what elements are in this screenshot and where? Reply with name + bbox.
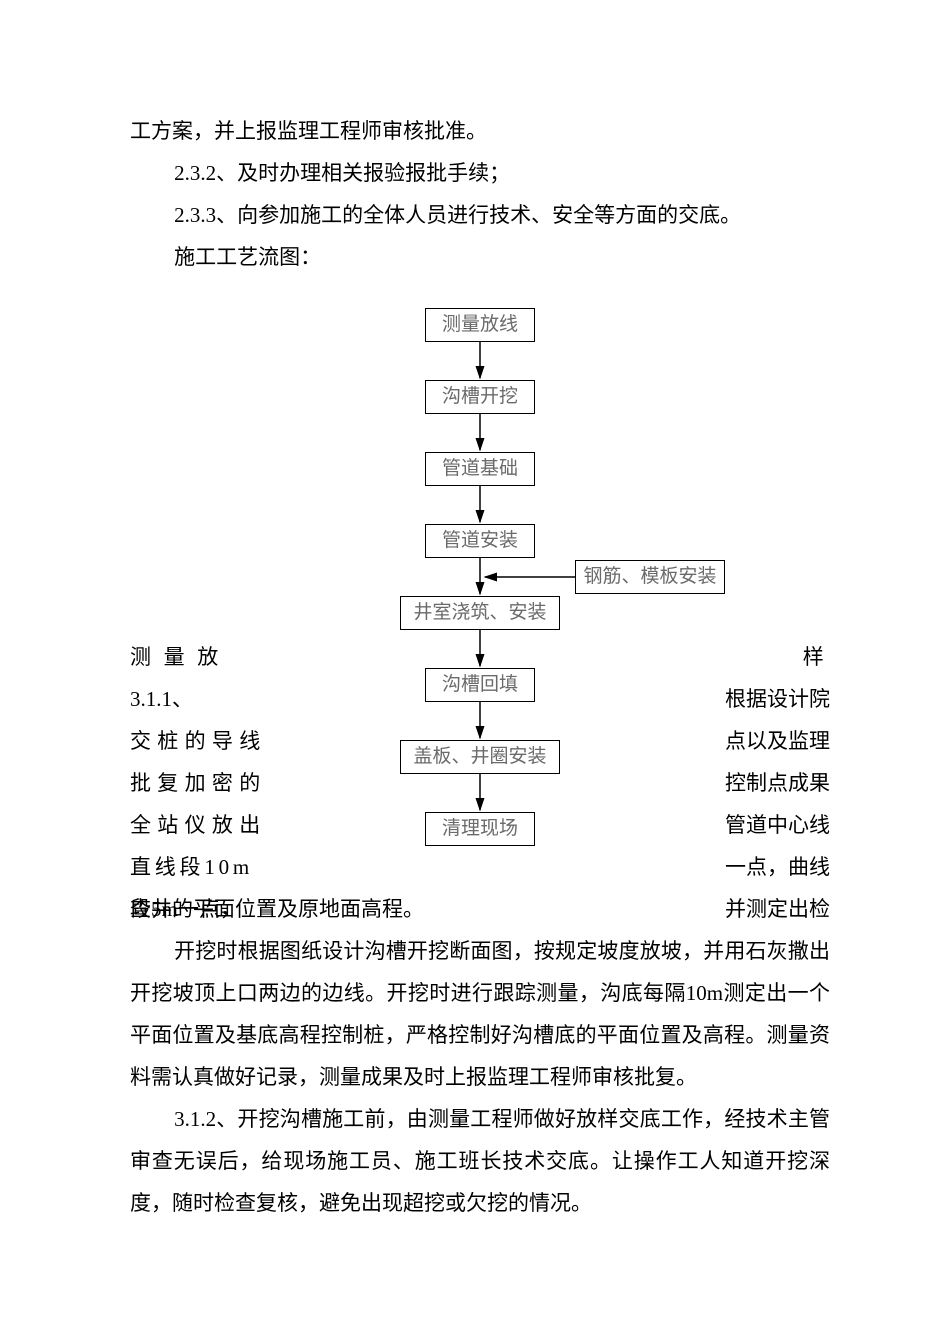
wrap-text-left: 直线段10m [130,846,253,888]
wrap-text-right: 管道中心线 [725,804,830,846]
flowchart-node: 测量放线 [425,308,535,342]
wrap-text-right: 点以及监理 [725,720,830,762]
flowchart-node: 沟槽回填 [425,668,535,702]
flowchart-node: 沟槽开挖 [425,380,535,414]
wrap-text-left: 批复加密的 [130,762,267,804]
flowchart-node: 盖板、井圈安装 [400,740,560,774]
paragraph: 2.3.3、向参加施工的全体人员进行技术、安全等方面的交底。 [130,194,830,236]
flowchart-node: 清理现场 [425,812,535,846]
wrap-text-left: 全站仪放出 [130,804,267,846]
flowchart-node: 管道安装 [425,524,535,558]
wrap-text-right: 根据设计院 [725,678,830,720]
wrap-text-right: 样 [803,636,830,678]
document-page: 工方案，并上报监理工程师审核批准。 2.3.2、及时办理相关报验报批手续； 2.… [0,0,950,1304]
flowchart-section: 测量放 3.1.1、 交桩的导线 批复加密的 全站仪放出 直线段10m 段5m一… [130,308,830,878]
wrap-text-left: 3.1.1、 [130,678,193,720]
wrap-text-left: 段5m一点， [130,888,241,930]
paragraph: 施工工艺流图： [130,236,830,278]
wrap-text-right: 控制点成果 [725,762,830,804]
paragraph: 3.1.2、开挖沟槽施工前，由测量工程师做好放样交底工作，经技术主管审查无误后，… [130,1098,830,1224]
flowchart-node: 钢筋、模板安装 [575,560,725,594]
wrap-text-left: 测量放 [130,636,231,678]
flowchart-node: 井室浇筑、安装 [400,596,560,630]
paragraph: 开挖时根据图纸设计沟槽开挖断面图，按规定坡度放坡，并用石灰撒出开挖坡顶上口两边的… [130,930,830,1098]
paragraph: 工方案，并上报监理工程师审核批准。 [130,110,830,152]
wrap-text-right: 一点，曲线 [725,846,830,888]
paragraph: 2.3.2、及时办理相关报验报批手续； [130,152,830,194]
wrap-text-right: 并测定出检 [725,888,830,930]
flowchart-node: 管道基础 [425,452,535,486]
wrap-text-left: 交桩的导线 [130,720,267,762]
